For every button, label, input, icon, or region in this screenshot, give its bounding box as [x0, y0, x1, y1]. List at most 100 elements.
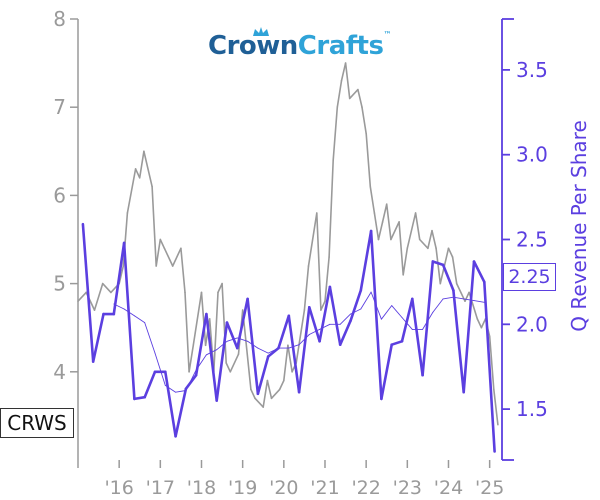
revenue-segment	[164, 370, 177, 438]
price-segment	[171, 247, 182, 267]
x-axis: '16 '17 '18 '19 '20 '21 '22 '23 '24 '25	[77, 460, 504, 499]
company-logo: CrownCrafts™	[208, 26, 391, 66]
revenue-ma-segment	[360, 291, 372, 310]
price-segment	[184, 291, 190, 373]
price-segment	[159, 238, 166, 250]
price-segment	[402, 247, 409, 276]
price-segment	[365, 132, 372, 188]
revenue-segment	[174, 387, 188, 438]
revenue-segment	[266, 346, 280, 358]
price-segment	[451, 256, 458, 285]
price-segment	[126, 168, 137, 214]
logo-trademark: ™	[383, 30, 391, 39]
price-segment	[431, 229, 437, 250]
revenue-segment	[112, 241, 126, 316]
revenue-segment	[328, 285, 342, 347]
price-segment	[324, 256, 330, 303]
price-segment	[398, 221, 405, 276]
right-axis-tick-label: 2.0	[516, 312, 548, 336]
price-segment	[406, 212, 417, 250]
left-axis-tick-label: 8	[53, 7, 66, 31]
x-axis-tick-label: '19	[228, 477, 257, 499]
price-segment	[213, 291, 219, 373]
x-axis-tick-label: '24	[434, 477, 463, 499]
revenue-segment	[380, 343, 394, 401]
revenue-ma-segment	[380, 305, 393, 320]
price-segment	[369, 185, 376, 214]
x-axis-tick-label: '21	[310, 477, 339, 499]
price-segment	[180, 247, 186, 294]
revenue-segment	[194, 312, 208, 377]
price-segment	[254, 397, 265, 408]
revenue-ma-segment	[432, 298, 444, 313]
revenue-segment	[359, 229, 373, 292]
revenue-ma-segment	[339, 313, 351, 325]
left-axis-tick-label: 7	[53, 95, 66, 119]
revenue-line-group	[81, 222, 496, 453]
price-segment	[229, 353, 240, 373]
price-segment	[262, 379, 269, 408]
revenue-ma-segment	[133, 315, 146, 324]
price-segment	[332, 106, 339, 161]
price-segment	[303, 265, 310, 311]
price-segment	[357, 88, 363, 108]
price-segment	[225, 362, 232, 373]
x-axis-tick-label: '22	[351, 477, 380, 499]
price-segment	[138, 150, 145, 179]
price-segment	[307, 212, 318, 267]
revenue-segment	[215, 321, 229, 402]
revenue-segment	[256, 355, 270, 396]
revenue-ma-segment	[463, 298, 475, 302]
right-axis-tick-label: 3.5	[516, 58, 548, 82]
price-segment	[427, 229, 433, 250]
revenue-segment	[482, 280, 496, 453]
price-segment	[435, 247, 442, 285]
revenue-segment	[369, 229, 383, 401]
price-segment	[340, 62, 347, 82]
price-segment	[101, 282, 112, 294]
left-axis-tick-label: 6	[53, 183, 66, 207]
revenue-ma-segment	[391, 305, 403, 318]
price-segment	[295, 309, 306, 364]
x-axis-tick-label: '18	[187, 477, 216, 499]
price-segment	[361, 106, 368, 135]
price-segment	[192, 291, 203, 347]
price-line-group	[77, 62, 499, 426]
left-axis-tick-label: 5	[53, 272, 66, 296]
right-axis-tick-label: 3.0	[516, 143, 548, 167]
price-segment	[282, 344, 289, 382]
revenue-segment	[307, 305, 321, 343]
price-segment	[373, 212, 380, 241]
revenue-segment	[338, 319, 352, 347]
revenue-segment	[205, 312, 218, 402]
x-axis-tick-label: '20	[269, 477, 298, 499]
revenue-ma-segment	[442, 296, 454, 300]
price-segment	[315, 212, 322, 311]
revenue-segment	[246, 297, 260, 396]
price-segment	[414, 212, 421, 241]
left-axis-tick-label: 4	[53, 360, 66, 384]
revenue-ma-segment	[473, 300, 485, 303]
price-segment	[278, 379, 285, 391]
revenue-segment	[472, 260, 486, 284]
price-segment	[241, 309, 252, 391]
revenue-segment	[462, 260, 476, 394]
price-segment	[480, 318, 487, 329]
revenue-segment	[122, 241, 136, 401]
price-segment	[418, 238, 429, 250]
price-segment	[348, 88, 359, 100]
x-axis-tick-label: '17	[146, 477, 175, 499]
price-segment	[250, 388, 256, 400]
right-axis-title: Q Revenue Per Share	[567, 120, 591, 332]
revenue-segment	[390, 339, 404, 347]
price-segment	[385, 203, 392, 241]
price-segment	[134, 168, 141, 179]
price-segment	[93, 282, 104, 311]
ticker-label: CRWS	[0, 408, 74, 438]
price-segment	[221, 282, 227, 364]
revenue-ma-segment	[154, 352, 166, 386]
price-segment	[447, 247, 454, 258]
revenue-segment	[225, 321, 239, 350]
price-segment	[344, 62, 351, 100]
price-segment	[266, 379, 273, 400]
